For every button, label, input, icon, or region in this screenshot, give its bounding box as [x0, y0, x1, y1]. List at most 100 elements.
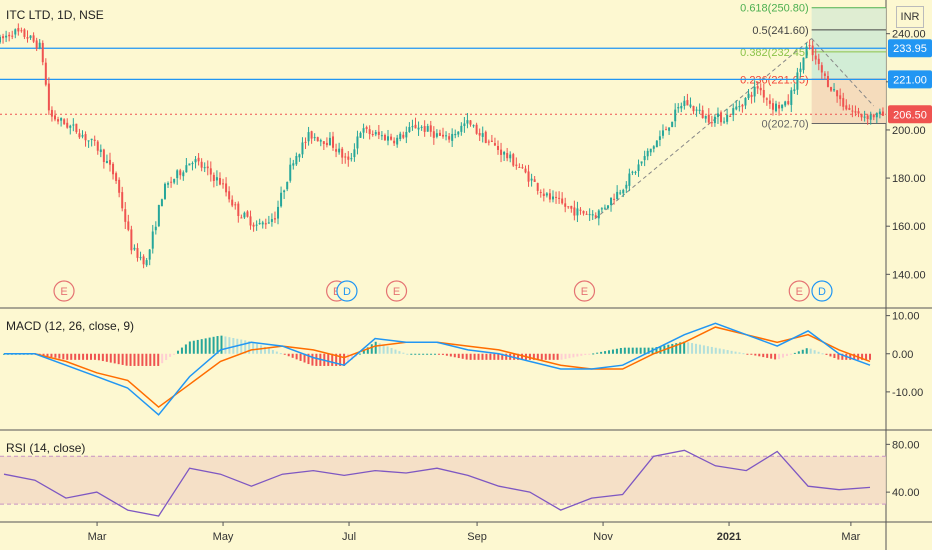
macd-histogram-bar	[797, 351, 800, 354]
candle-body	[723, 121, 726, 123]
time-axis-label: Sep	[467, 531, 487, 543]
candle-body	[778, 105, 781, 109]
candle-body	[417, 127, 420, 130]
macd-histogram-bar	[477, 353, 480, 360]
macd-histogram-bar	[327, 353, 330, 366]
rsi-axis-tick-label: 40.00	[892, 487, 920, 499]
candle-body	[863, 116, 866, 118]
candle-body	[484, 131, 487, 143]
macd-histogram-bar	[750, 353, 753, 355]
macd-histogram-bar	[430, 353, 433, 355]
candle-body	[84, 134, 87, 141]
macd-histogram-bar	[101, 353, 104, 362]
trend-line	[811, 38, 874, 107]
candle-body	[515, 164, 518, 166]
candle-body	[356, 136, 359, 149]
candle-body	[493, 143, 496, 146]
macd-histogram-bar	[687, 342, 690, 354]
candle-body	[689, 104, 692, 107]
level-price-tag: 221.00	[893, 74, 927, 86]
candle-body	[545, 193, 548, 196]
event-marker-earnings	[385, 280, 408, 302]
macd-histogram-bar	[746, 353, 749, 355]
macd-histogram-bar	[600, 351, 603, 354]
macd-histogram-bar	[497, 353, 500, 360]
macd-histogram-bar	[564, 353, 567, 359]
time-axis-label: Jul	[342, 531, 356, 543]
candle-body	[573, 207, 576, 216]
macd-histogram-bar	[592, 353, 595, 355]
candle-body	[576, 208, 579, 216]
macd-histogram-bar	[347, 353, 350, 363]
macd-histogram-bar	[212, 336, 215, 354]
candle-body	[393, 140, 396, 144]
macd-histogram-bar	[627, 347, 630, 354]
candle-body	[399, 133, 402, 139]
rsi-title[interactable]: RSI (14, close)	[6, 441, 86, 455]
candle-body	[301, 142, 304, 155]
time-axis-label: Mar	[88, 531, 107, 543]
candle-body	[506, 152, 509, 159]
candle-body	[530, 178, 533, 181]
price-axis-tick-label: 160.00	[892, 221, 926, 233]
macd-histogram-bar	[113, 353, 116, 364]
macd-title[interactable]: MACD (12, 26, close, 9)	[6, 319, 135, 333]
macd-histogram-bar	[125, 353, 128, 366]
candle-body	[637, 164, 640, 172]
macd-histogram-bar	[58, 353, 61, 359]
candle-body	[105, 161, 108, 164]
candle-body	[775, 103, 778, 112]
macd-histogram-bar	[528, 353, 531, 360]
candle-body	[234, 204, 237, 206]
candle-body	[338, 148, 341, 153]
macd-histogram-bar	[422, 353, 425, 355]
candle-body	[286, 181, 289, 190]
currency-button[interactable]: INR	[896, 6, 924, 28]
candle-body	[228, 191, 231, 200]
macd-histogram-bar	[734, 351, 737, 354]
macd-histogram-bar	[667, 344, 670, 354]
candle-body	[374, 132, 377, 135]
macd-histogram-bar	[683, 341, 686, 354]
macd-histogram-bar	[675, 343, 678, 354]
candle-body	[218, 178, 221, 185]
candle-body	[136, 247, 139, 258]
candle-body	[527, 171, 530, 182]
candle-body	[20, 30, 23, 32]
macd-histogram-bar	[137, 353, 140, 366]
candle-body	[704, 115, 707, 119]
candle-body	[536, 183, 539, 191]
candle-body	[869, 114, 872, 120]
macd-histogram-bar	[560, 353, 563, 360]
macd-histogram-bar	[89, 353, 92, 360]
candle-body	[686, 100, 689, 106]
candle-body	[295, 156, 298, 165]
macd-histogram-bar	[833, 353, 836, 359]
candle-body	[249, 216, 252, 226]
candle-body	[420, 126, 423, 128]
candle-body	[784, 101, 787, 106]
macd-histogram-bar	[647, 347, 650, 354]
event-marker-earnings	[788, 280, 810, 302]
candle-body	[237, 203, 240, 217]
macd-histogram-bar	[42, 353, 45, 356]
level-price-tag-bg	[888, 39, 932, 58]
candle-body	[640, 161, 643, 164]
macd-histogram-bar	[283, 353, 286, 355]
macd-histogram-bar	[493, 353, 496, 360]
candle-body	[475, 124, 478, 134]
macd-histogram-bar	[390, 348, 393, 354]
macd-histogram-bar	[339, 353, 342, 366]
candle-body	[597, 210, 600, 219]
candle-body	[442, 134, 444, 137]
symbol-title[interactable]: ITC LTD, 1D, NSE	[6, 8, 104, 22]
candle-body	[445, 135, 448, 137]
macd-histogram-bar	[580, 353, 583, 356]
candle-body	[47, 83, 50, 111]
candle-body	[402, 134, 405, 138]
candle-body	[677, 107, 680, 109]
candle-body	[99, 149, 102, 152]
candle-body	[551, 196, 554, 200]
macd-histogram-bar	[742, 353, 745, 355]
macd-histogram-bar	[271, 350, 274, 354]
